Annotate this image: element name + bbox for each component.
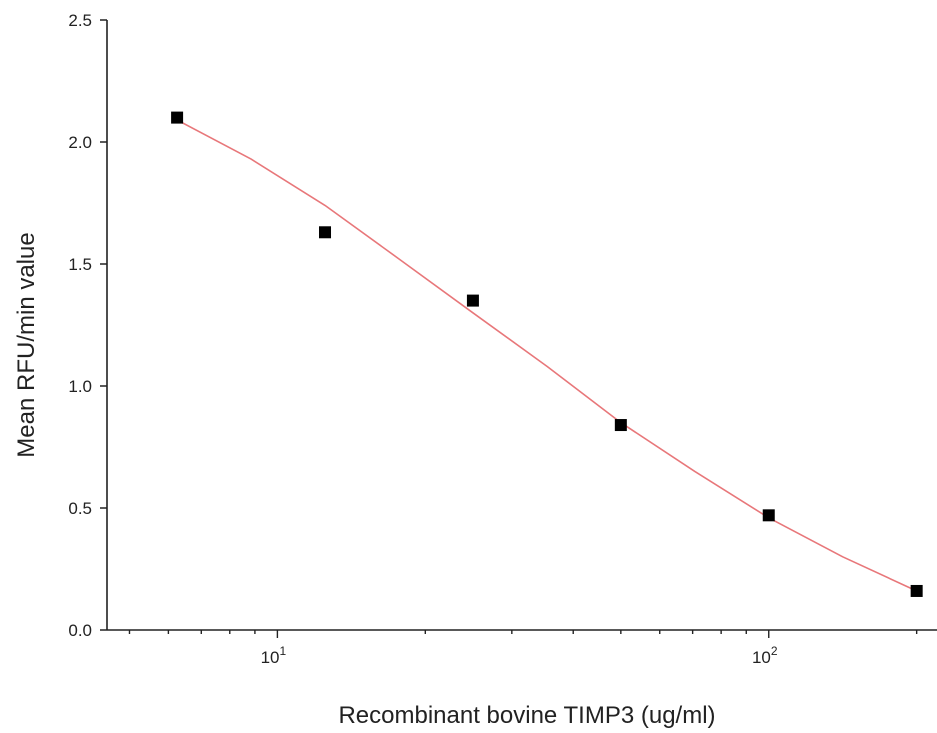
data-point xyxy=(319,226,332,239)
y-tick-label: 1.0 xyxy=(68,377,92,396)
x-tick-label: 102 xyxy=(752,644,778,667)
x-tick-label-exponent: 2 xyxy=(771,644,778,658)
x-tick-label-base: 10 xyxy=(752,648,771,667)
y-ticks: 0.0 0.5 1.0 1.5 2.0 2.5 xyxy=(68,11,107,640)
y-tick-label: 2.5 xyxy=(68,11,92,30)
x-ticks: 101 102 xyxy=(128,630,918,667)
y-tick-label: 1.5 xyxy=(68,255,92,274)
data-point xyxy=(466,294,479,307)
x-tick-label: 101 xyxy=(261,644,287,667)
data-point xyxy=(910,584,923,597)
data-point xyxy=(171,111,184,124)
x-tick-label-base: 10 xyxy=(261,648,280,667)
data-points-layer xyxy=(171,111,923,597)
y-tick-label: 2.0 xyxy=(68,133,92,152)
data-point xyxy=(762,509,775,522)
y-axis-title: Mean RFU/min value xyxy=(13,232,40,457)
fit-curve-layer xyxy=(176,119,918,592)
fit-curve-line xyxy=(176,119,918,592)
axes-layer xyxy=(106,20,937,631)
y-tick-label: 0.0 xyxy=(68,621,92,640)
y-tick-label: 0.5 xyxy=(68,499,92,518)
data-point xyxy=(614,419,627,432)
x-axis-title: Recombinant bovine TIMP3 (ug/ml) xyxy=(338,702,715,729)
x-tick-label-exponent: 1 xyxy=(280,644,287,658)
